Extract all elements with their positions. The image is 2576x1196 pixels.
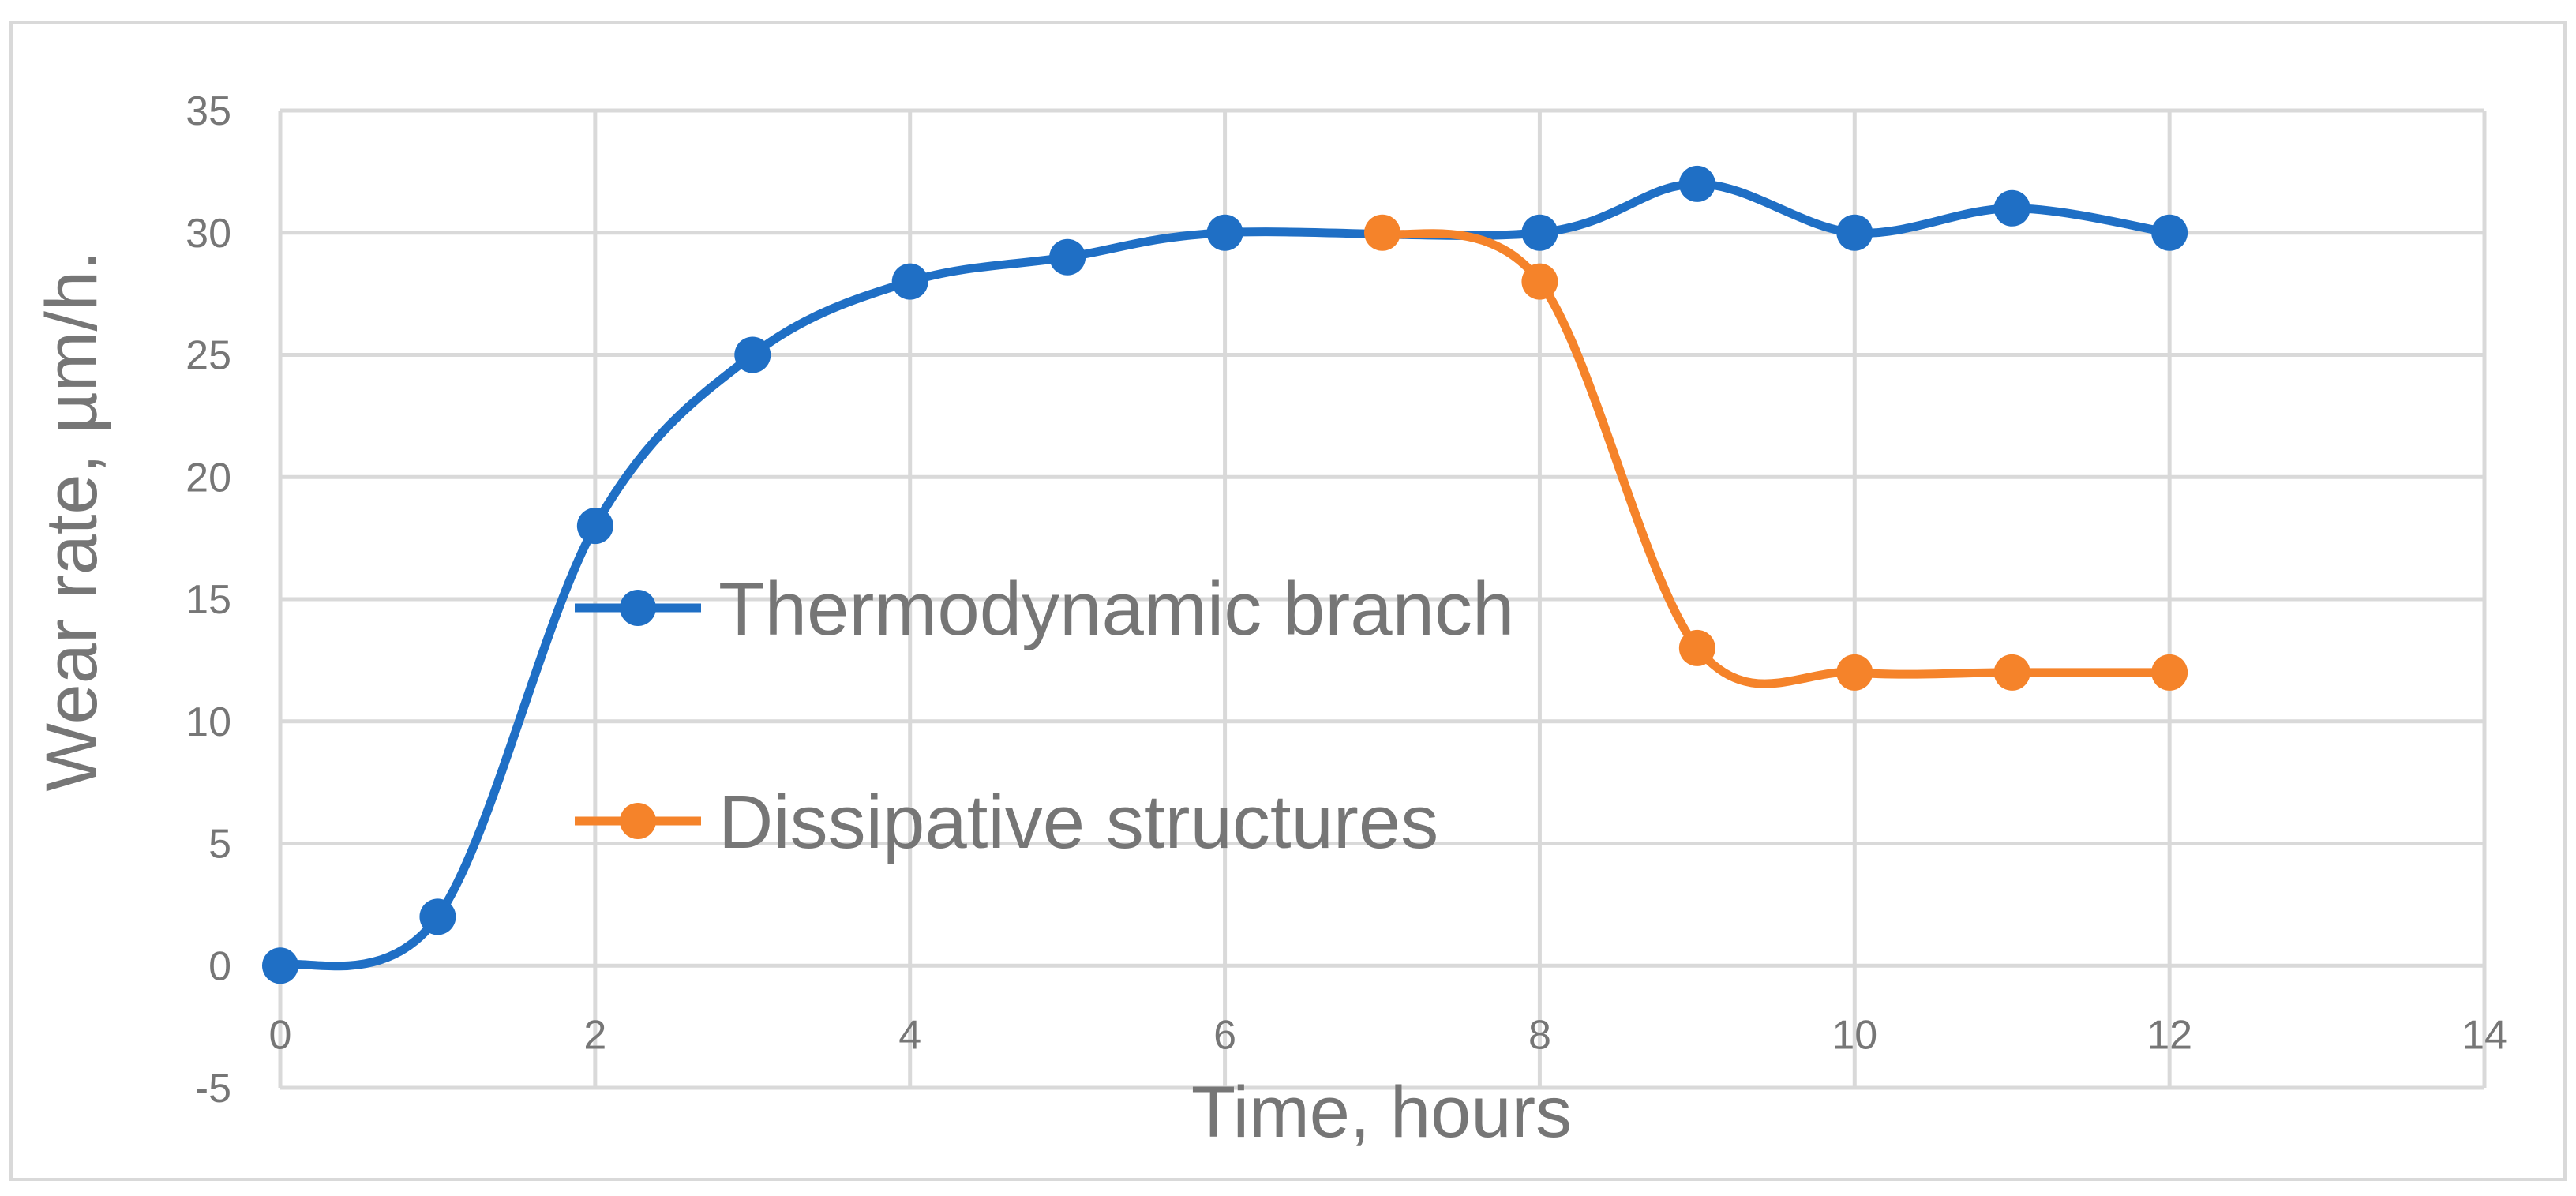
series-1 bbox=[1364, 214, 2188, 691]
series-layer bbox=[262, 165, 2188, 984]
data-point bbox=[1521, 214, 1558, 251]
legend-label: Dissipative structures bbox=[718, 780, 1438, 864]
data-point bbox=[734, 336, 771, 373]
x-tick-label: 8 bbox=[1528, 1012, 1551, 1058]
data-point bbox=[1993, 189, 2030, 227]
x-tick-label: 0 bbox=[269, 1012, 292, 1058]
x-tick-label: 4 bbox=[898, 1012, 921, 1058]
data-point bbox=[891, 263, 928, 300]
data-point bbox=[1364, 214, 1400, 251]
x-tick-label: 14 bbox=[2462, 1012, 2507, 1058]
y-tick-label: 0 bbox=[208, 943, 231, 989]
x-tick-label: 2 bbox=[583, 1012, 606, 1058]
data-point bbox=[576, 508, 613, 545]
data-point bbox=[1678, 629, 1715, 666]
legend-item: Thermodynamic branch bbox=[575, 567, 1514, 651]
data-point bbox=[2151, 214, 2188, 251]
legend-label: Thermodynamic branch bbox=[718, 567, 1514, 651]
data-point bbox=[1836, 214, 1873, 251]
data-point bbox=[419, 898, 456, 935]
tick-labels: -5 0 5 10 15 20 25 30 35 0 2 4 6 8 10 12 14 bbox=[186, 88, 2507, 1112]
x-tick-label: 12 bbox=[2147, 1012, 2192, 1058]
y-tick-label: 30 bbox=[186, 211, 231, 257]
y-tick-label: -5 bbox=[195, 1066, 231, 1112]
y-tick-label: 35 bbox=[186, 88, 231, 134]
data-point bbox=[262, 947, 298, 984]
data-point bbox=[1993, 654, 2030, 691]
y-tick-label: 25 bbox=[186, 333, 231, 379]
x-tick-label: 6 bbox=[1213, 1012, 1236, 1058]
data-point bbox=[1521, 263, 1558, 300]
legend-swatch-marker bbox=[620, 590, 656, 626]
x-axis-title: Time, hours bbox=[1191, 1072, 1572, 1153]
data-point bbox=[2151, 654, 2188, 691]
data-point bbox=[1049, 238, 1086, 276]
legend: Thermodynamic branch Dissipative structur… bbox=[575, 567, 1514, 864]
x-tick-label: 10 bbox=[1832, 1012, 1877, 1058]
data-point bbox=[1206, 214, 1243, 251]
y-tick-label: 10 bbox=[186, 699, 231, 745]
data-point bbox=[1836, 654, 1873, 691]
data-point bbox=[1678, 165, 1715, 202]
y-tick-label: 20 bbox=[186, 455, 231, 501]
y-tick-label: 15 bbox=[186, 577, 231, 623]
legend-item: Dissipative structures bbox=[575, 780, 1438, 864]
series-0 bbox=[262, 165, 2188, 984]
y-axis-title: Wear rate, µm/h. bbox=[32, 250, 112, 791]
legend-swatch-marker bbox=[620, 803, 656, 839]
y-tick-label: 5 bbox=[208, 822, 231, 868]
